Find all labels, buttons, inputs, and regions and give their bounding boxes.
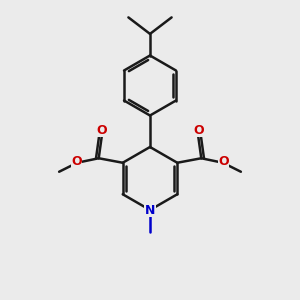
Text: O: O: [96, 124, 107, 136]
Text: O: O: [218, 155, 229, 168]
Text: N: N: [145, 203, 155, 217]
Text: O: O: [71, 155, 82, 168]
Text: O: O: [193, 124, 204, 136]
